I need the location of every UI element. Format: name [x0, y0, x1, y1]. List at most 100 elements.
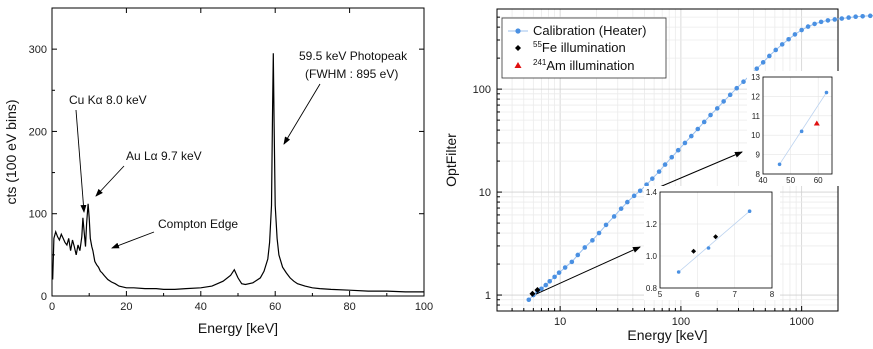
x-tick-label: 1000 — [789, 316, 813, 328]
spectrum-x-tick-label: 100 — [415, 301, 433, 313]
fe-illumination-points — [529, 286, 541, 297]
calibration-point — [675, 147, 681, 153]
calibration-point — [818, 19, 824, 25]
annotation-fwhm: (FWHM : 895 eV) — [305, 67, 398, 81]
calibration-point — [569, 259, 575, 265]
calibration-x-axis-label: Energy [keV] — [627, 327, 707, 343]
calibration-point — [721, 99, 726, 104]
calibration-point — [708, 112, 713, 118]
inset-y-tick-label: 1.2 — [646, 220, 658, 229]
inset-calibration-point — [824, 90, 829, 95]
inset-fe-point — [713, 234, 719, 240]
calibration-point — [552, 274, 557, 280]
inset-y-tick-label: 1.4 — [646, 188, 658, 197]
annotation-arrow — [283, 83, 321, 145]
inset-calibration-point — [747, 209, 752, 213]
calibration-point — [812, 21, 817, 27]
calibration-point — [779, 42, 785, 47]
calibration-point — [644, 182, 649, 187]
spectrum-line — [52, 53, 424, 293]
calibration-point — [867, 13, 873, 19]
annotation-arrow — [111, 231, 155, 249]
calibration-point — [637, 188, 643, 194]
legend-sup-fe: 55 — [533, 40, 542, 49]
calibration-point — [526, 297, 532, 303]
calibration-point — [562, 265, 568, 270]
calibration-point — [760, 60, 766, 65]
inset-calibration-point — [706, 246, 711, 250]
x-tick-label: 100 — [672, 316, 690, 328]
annotation-au-lalpha: Au Lα 9.7 keV — [126, 149, 202, 163]
spectrum-ticks: 0 20 40 60 80 100 0 100 200 300 — [29, 8, 433, 313]
legend-text-fe: Fe illumination — [542, 40, 626, 55]
calibration-point — [701, 119, 707, 125]
inset-frame — [762, 76, 833, 175]
spectrum-x-tick-label: 60 — [269, 301, 281, 313]
calibration-point — [603, 222, 609, 228]
fe-point — [534, 286, 541, 293]
calibration-point — [543, 282, 549, 288]
annotation-arrows — [75, 83, 321, 249]
inset-iron: 5 6 7 8 0.8 1.0 1.2 1.4 — [644, 186, 780, 300]
calibration-point — [590, 238, 595, 243]
inset-x-tick-label: 40 — [759, 176, 768, 185]
inset-y-tick-label: 1.0 — [646, 252, 658, 261]
inset-calibration-point — [777, 162, 782, 167]
y-tick-label: 10 — [479, 187, 491, 199]
legend-sup-am: 241 — [533, 58, 547, 67]
annotation-arrow — [75, 109, 87, 213]
calibration-point — [741, 79, 746, 85]
calibration-point — [786, 36, 791, 42]
inset-x-tick-label: 7 — [732, 290, 737, 299]
spectrum-y-tick-label: 100 — [29, 209, 47, 221]
spectrum-x-tick-label: 0 — [49, 301, 55, 313]
annotation-compton-edge: Compton Edge — [158, 217, 238, 231]
legend: Calibration (Heater) 55Fe illumination 2… — [501, 17, 667, 79]
calibration-point — [860, 13, 865, 19]
legend-marker-calibration — [515, 28, 521, 34]
calibration-point — [832, 17, 838, 22]
calibration-point — [839, 16, 845, 21]
fe-point — [529, 290, 536, 297]
inset-y-tick-label: 8 — [756, 170, 761, 179]
inset-x-tick-label: 5 — [658, 290, 663, 299]
inset-y-tick-label: 10 — [751, 131, 760, 140]
calibration-points — [526, 13, 873, 303]
legend-text-am: Am illumination — [546, 58, 634, 73]
spectrum-x-tick-label: 40 — [195, 301, 207, 313]
spectrum-y-tick-label: 0 — [41, 291, 47, 303]
calibration-point — [805, 24, 811, 29]
legend-box — [501, 17, 667, 79]
calibration-point — [825, 18, 831, 23]
legend-label-fe: 55Fe illumination — [533, 40, 626, 55]
annotation-photopeak: 59.5 keV Photopeak — [299, 49, 408, 63]
inset-frame — [659, 191, 773, 289]
calibration-point — [625, 199, 630, 205]
calibration-point — [547, 279, 553, 284]
inset-am-point — [813, 120, 820, 126]
calibration-point — [611, 214, 617, 219]
spectrum-y-axis-label: cts (100 eV bins) — [3, 99, 19, 204]
spectrum-x-axis-label: Energy [keV] — [198, 320, 278, 336]
calibration-point — [734, 85, 740, 91]
legend-label-am: 241Am illumination — [533, 58, 635, 73]
inset-pointer-arrow — [535, 246, 641, 295]
y-tick-label: 100 — [473, 84, 491, 96]
calibration-point — [596, 230, 602, 236]
spectrum-chart: 0 20 40 60 80 100 0 100 200 300 Energy [keV] cts … — [3, 7, 433, 336]
calibration-point — [669, 154, 675, 160]
y-tick-label: 1 — [485, 290, 491, 302]
calibration-point — [714, 106, 720, 111]
annotation-arrow — [95, 165, 125, 197]
calibration-point — [767, 53, 772, 59]
calibration-point — [556, 270, 562, 275]
calibration-y-axis-label: OptFilter — [443, 133, 459, 187]
calibration-point — [582, 245, 588, 250]
calibration-line — [528, 15, 873, 301]
calibration-point — [682, 140, 688, 146]
calibration-point — [631, 193, 637, 199]
calibration-point — [695, 126, 701, 132]
legend-marker-am — [514, 62, 522, 68]
calibration-point — [792, 32, 798, 37]
